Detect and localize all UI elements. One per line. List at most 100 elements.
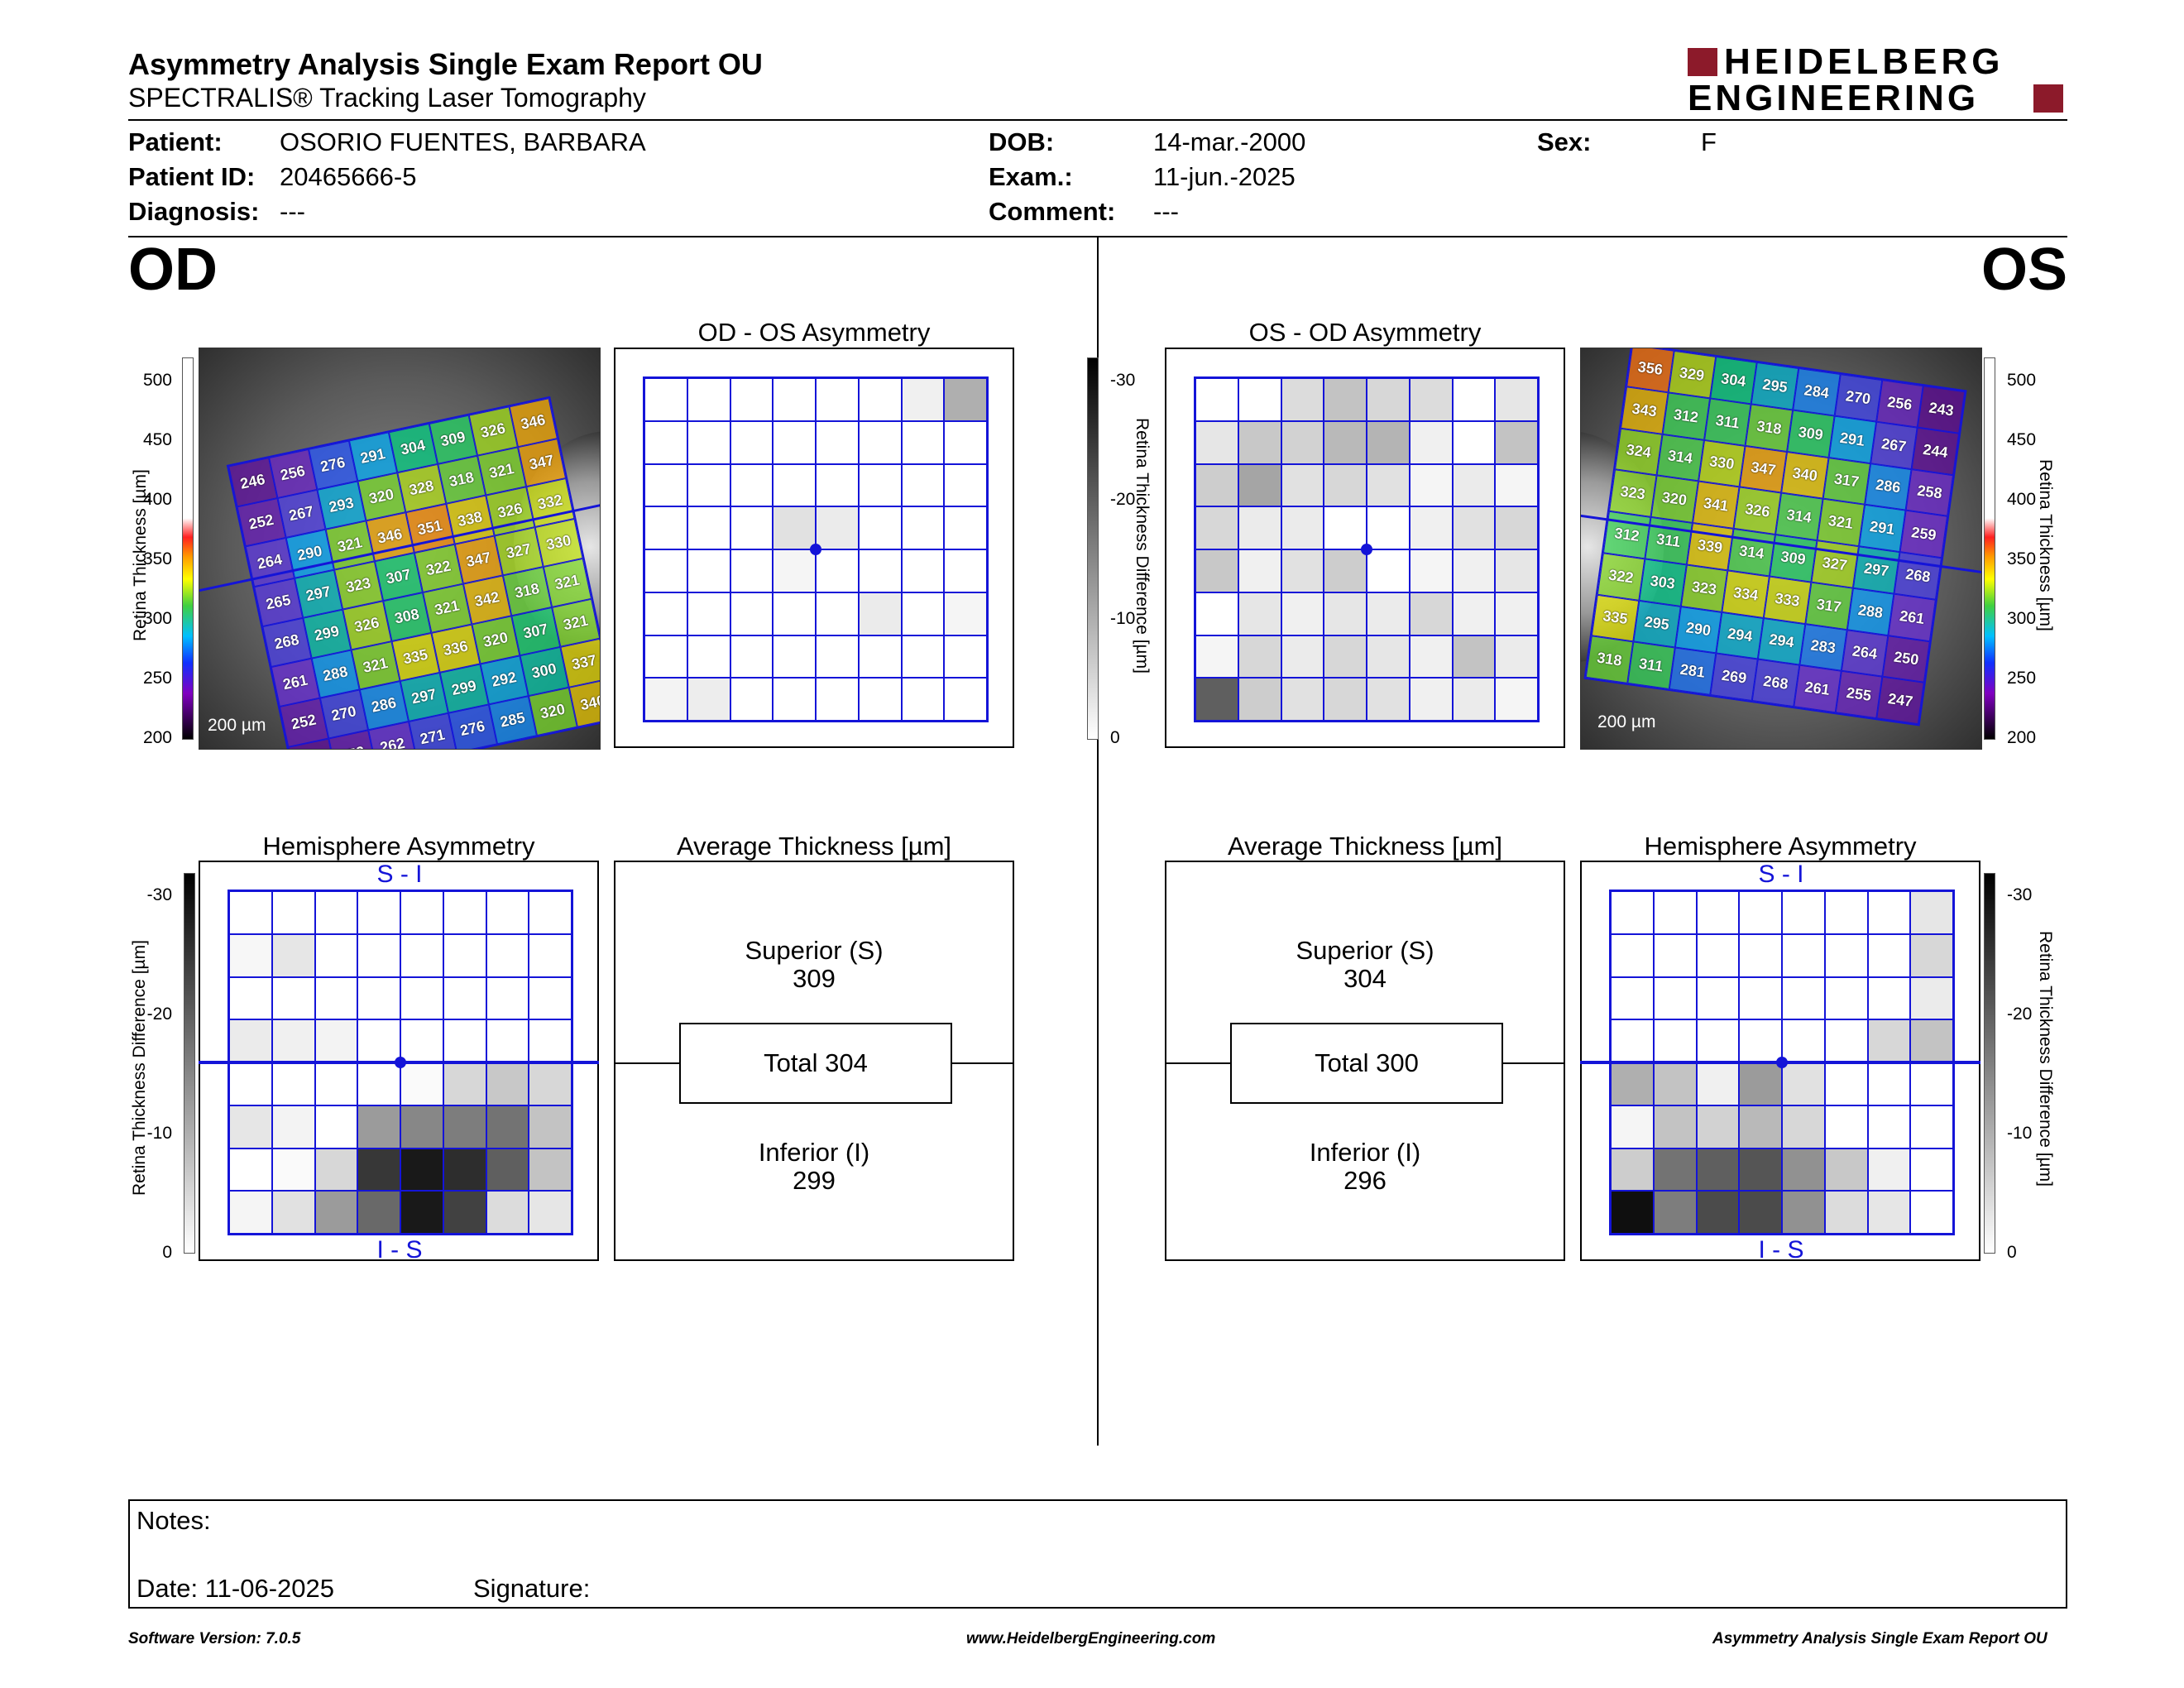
os-thickness-cell: 255 [1835,670,1883,719]
od-hemi-cell [271,1105,315,1149]
os-asym-cell [1367,635,1410,679]
os-asym-cell [1452,506,1496,549]
od-asym-cell [730,420,774,464]
od-asym-cell [687,635,730,679]
comment-label: Comment: [989,197,1116,226]
od-inferior-label: Inferior (I) [758,1138,870,1167]
os-hemi-cell [1653,1191,1697,1234]
patient-id-label: Patient ID: [128,162,256,191]
os-thickness-cell: 304 [1709,356,1757,405]
os-hemi-cell [1696,1191,1740,1234]
od-hemi-tick-label: 0 [162,1243,172,1262]
patient-id: 20465666-5 [280,162,417,191]
od-hemi-tick-label: -20 [146,1005,172,1024]
os-hemi-top-label: S - I [1758,861,1804,888]
od-asym-fovea-dot [810,544,821,555]
os-thickness-cell: 294 [1716,611,1764,659]
os-hemi-cell [1611,1148,1654,1192]
os-thickness-cell: 311 [1703,398,1751,446]
os-hemi-cell [1739,1019,1782,1062]
os-hemi-cell [1867,1191,1911,1234]
os-asym-cell [1409,678,1453,721]
os-asym-cell [1495,506,1538,549]
heidelberg-logo: HEIDELBERG ENGINEERING [1688,41,2068,117]
date-label: Date: 11-06-2025 [136,1574,334,1603]
os-asym-cell [1281,592,1324,635]
os-asym-grid [1194,376,1540,722]
od-hemi-tick-label: -10 [146,1124,172,1143]
od-hemi-cell [400,1062,443,1105]
od-thickness-tick-label: 400 [142,490,172,509]
os-hemi-cell [1782,891,1825,934]
os-hemi-grid [1609,890,1955,1235]
os-hemi-cell [1910,1019,1953,1062]
os-hemi-cell [1653,1105,1697,1149]
os-thickness-cell: 317 [1822,457,1870,505]
os-hemi-cell [1739,933,1782,977]
od-asym-cell [858,678,902,721]
os-asym-cell [1195,378,1238,421]
od-asym-cell [858,549,902,592]
os-thickness-tick-label: 450 [2007,430,2037,449]
od-hemi-cell [357,1019,400,1062]
od-asym-cell [773,592,816,635]
website-link[interactable]: www.HeidelbergEngineering.com [966,1630,1216,1647]
od-hemi-cell [357,933,400,977]
os-hemi-cell [1867,1019,1911,1062]
od-asym-cell [644,592,687,635]
od-asym-cell [730,549,774,592]
od-hemi-cell [486,933,529,977]
os-asym-cell [1452,678,1496,721]
os-asym-cell [1409,378,1453,421]
od-asym-cell [773,420,816,464]
os-hemi-cell [1867,1148,1911,1192]
od-asym-cell [687,506,730,549]
os-asym-cell [1452,420,1496,464]
report-subtitle: SPECTRALIS® Tracking Laser Tomography [128,83,646,113]
logo-text-top: HEIDELBERG [1724,41,2004,82]
od-hemi-cell [314,976,358,1020]
os-asym-cell [1452,549,1496,592]
os-asym-tick-label: -10 [1110,609,1136,628]
os-hemi-cell [1824,1105,1868,1149]
od-asym-cell [944,592,987,635]
os-hemi-cell [1696,1148,1740,1192]
od-hemi-colorbar [184,873,195,1254]
os-hemi-cell [1696,1062,1740,1105]
os-hemi-cell [1696,891,1740,934]
os-thickness-tick-label: 200 [2007,728,2037,747]
os-hemi-axis-label: Retina Thickness Difference [µm] [2036,931,2055,1187]
os-asym-fovea-dot [1361,544,1372,555]
od-hemi-cell [271,976,315,1020]
os-hemi-cell [1611,933,1654,977]
os-thickness-cell: 321 [1817,498,1865,547]
os-thickness-cell: 309 [1787,410,1835,458]
os-thickness-tick-label: 500 [2007,371,2037,390]
os-hemi-bottom-label: I - S [1758,1236,1804,1264]
os-thickness-cell: 356 [1626,348,1674,393]
od-hemi-cell [529,1062,572,1105]
od-retina-image: 246 256 276 291 304 309 326 346 252 267 293 320 328 3… [199,348,601,750]
od-total-box: Total 304 [679,1023,952,1104]
os-thickness-tick-label: 400 [2007,490,2037,509]
os-hemi-cell [1867,1062,1911,1105]
od-hemi-cell [314,891,358,934]
os-asym-cell [1409,420,1453,464]
os-asym-tick-label: 0 [1110,728,1120,747]
exam-label: Exam.: [989,162,1073,191]
od-asym-cell [816,463,859,507]
os-asym-cell [1324,420,1367,464]
os-hemi-cell [1653,1062,1697,1105]
od-hemi-cell [486,976,529,1020]
os-thickness-cell: 340 [1781,451,1829,499]
os-thickness-tick-label: 250 [2007,669,2037,688]
os-hemi-tick-label: 0 [2007,1243,2017,1262]
os-asym-panel [1165,348,1565,748]
os-asym-cell [1367,378,1410,421]
od-asym-cell [901,549,945,592]
dob-value: 14-mar.-2000 [1153,127,1306,156]
od-asym-cell [644,549,687,592]
os-asym-cell [1367,592,1410,635]
os-thickness-cell: 347 [1739,445,1788,493]
os-asym-cell [1452,378,1496,421]
